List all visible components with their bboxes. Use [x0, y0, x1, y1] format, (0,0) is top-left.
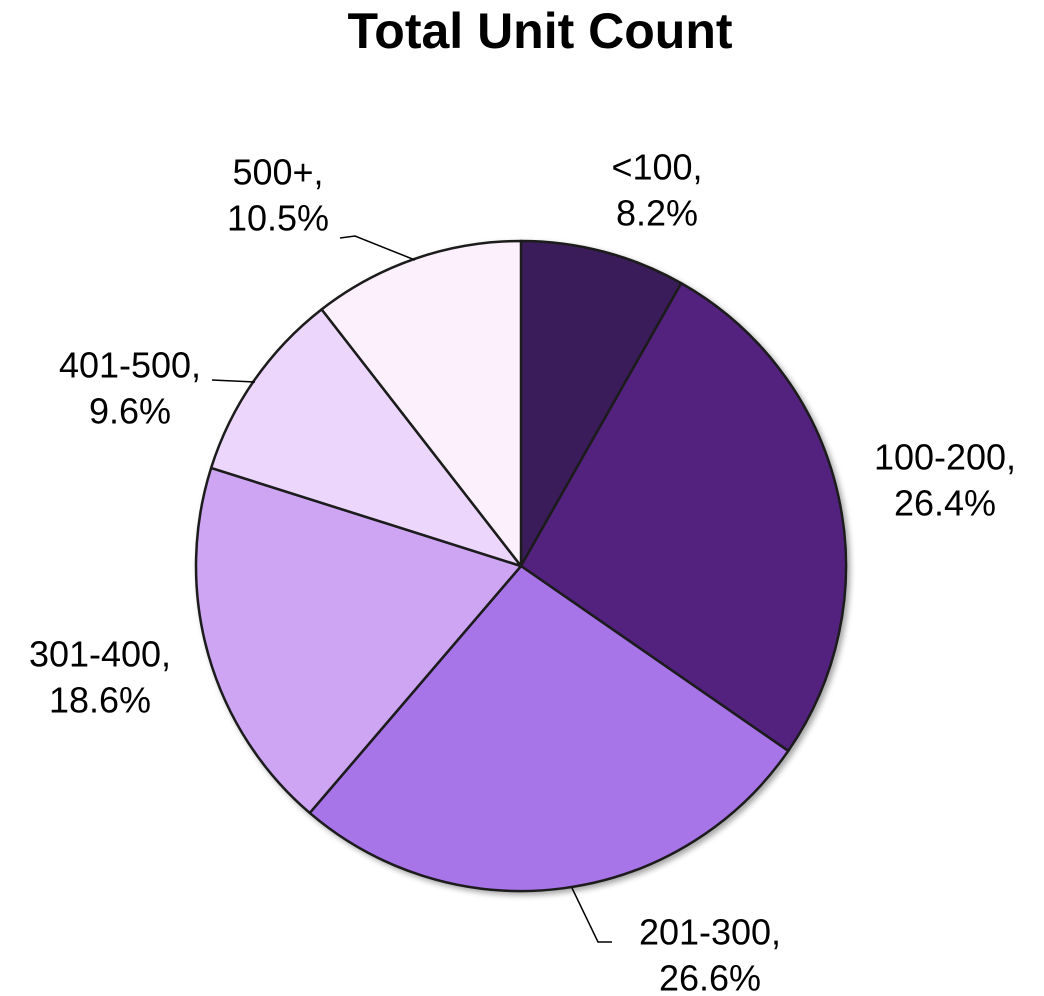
- data-label-category: 301-400,: [29, 634, 171, 675]
- pie-slice: [308, 564, 790, 893]
- leader-line: [571, 887, 612, 943]
- data-label-value: 10.5%: [227, 198, 329, 239]
- data-label-category: <100,: [611, 147, 702, 188]
- data-label-value: 26.4%: [894, 483, 996, 524]
- pie-slice: [320, 239, 523, 568]
- leader-line: [211, 379, 256, 383]
- data-label-category: 100-200,: [874, 437, 1016, 478]
- pie-slice: [519, 239, 683, 568]
- leader-line: [339, 235, 416, 261]
- data-label-value: 18.6%: [49, 680, 151, 721]
- data-label-category: 201-300,: [639, 912, 781, 953]
- data-label-value: 9.6%: [89, 391, 171, 432]
- pie-slice: [519, 282, 848, 753]
- pie-slice: [194, 466, 523, 815]
- data-label-value: 26.6%: [659, 958, 761, 996]
- data-label-category: 401-500,: [59, 345, 201, 386]
- data-label-category: 500+,: [232, 152, 323, 193]
- chart-title: Total Unit Count: [347, 3, 732, 59]
- pie-slice: [209, 308, 523, 568]
- data-label-value: 8.2%: [616, 193, 698, 234]
- pie: [194, 239, 848, 893]
